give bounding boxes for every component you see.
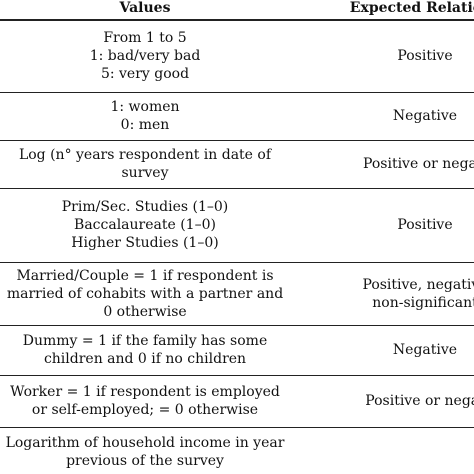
- cell-line: survey: [121, 165, 169, 181]
- cell-line: Baccalaureate (1–0): [74, 217, 216, 233]
- cell-line: Positive, negative: [362, 276, 474, 293]
- relation-cell: Negative: [290, 325, 474, 376]
- cell-line: Dummy = 1 if the family has some: [22, 333, 268, 349]
- relation-cell: Positive or negati: [290, 140, 474, 189]
- values-cell: Prim/Sec. Studies (1–0) Baccalaureate (1–…: [0, 188, 290, 263]
- values-cell: From 1 to 5 1: bad/very bad 5: very good: [0, 20, 290, 93]
- cell-line: 1: bad/very bad: [89, 48, 201, 65]
- column-header: Expected Relations: [290, 0, 474, 21]
- cell-line: Positive or negat: [365, 393, 474, 409]
- cell-line: 1: women: [110, 99, 180, 115]
- table-row: Dummy = 1 if the family has some children…: [0, 325, 474, 376]
- table-row: From 1 to 5 1: bad/very bad 5: very good Po…: [0, 20, 474, 93]
- cell-line: Logarithm of household income in year: [5, 435, 285, 451]
- relation-cell: [290, 427, 474, 474]
- cell-line: Married/Couple = 1 if respondent is: [16, 267, 274, 284]
- relation-cell: Negative: [290, 92, 474, 141]
- table-row: Logarithm of household income in year pre…: [0, 427, 474, 474]
- table-row: Log (n° years respondent in date of surve…: [0, 140, 474, 189]
- column-header: Values: [0, 0, 290, 21]
- relation-cell: Positive, negativenon-significant: [290, 262, 474, 326]
- cell-line: Prim/Sec. Studies (1–0): [61, 199, 229, 215]
- relation-cell: Positive: [290, 188, 474, 263]
- values-cell: Married/Couple = 1 if respondent is marri…: [0, 262, 290, 326]
- cell-line: Negative: [392, 342, 458, 358]
- table-row: Prim/Sec. Studies (1–0) Baccalaureate (1–…: [0, 188, 474, 263]
- values-cell: Worker = 1 if respondent is employed or s…: [0, 375, 290, 428]
- cell-line: Negative: [392, 108, 458, 124]
- values-cell: Log (n° years respondent in date of surve…: [0, 140, 290, 189]
- relation-cell: Positive: [290, 20, 474, 93]
- table-row: Worker = 1 if respondent is employed or s…: [0, 375, 474, 428]
- values-cell: 1: women 0: men: [0, 92, 290, 141]
- relation-cell: Positive or negat: [290, 375, 474, 428]
- cell-line: previous of the survey: [66, 453, 224, 469]
- cell-line: or self-employed; = 0 otherwise: [31, 402, 259, 418]
- cell-line: 0: men: [120, 117, 170, 133]
- table-row: Married/Couple = 1 if respondent is marri…: [0, 262, 474, 326]
- cell-line: married of cohabits with a partner and: [6, 285, 284, 302]
- cell-line: Positive: [397, 48, 453, 65]
- cell-line: Positive: [397, 217, 453, 233]
- cell-line: Log (n° years respondent in date of: [18, 147, 272, 163]
- table-row: 1: women 0: men Negative: [0, 92, 474, 141]
- cell-line: From 1 to 5: [103, 30, 187, 47]
- cell-line: non-significant: [372, 294, 474, 311]
- cell-line: Worker = 1 if respondent is employed: [10, 384, 280, 400]
- values-cell: Dummy = 1 if the family has some children…: [0, 325, 290, 376]
- cell-line: 0 otherwise: [103, 303, 187, 320]
- cell-line: children and 0 if no children: [43, 351, 247, 367]
- cell-line: Higher Studies (1–0): [71, 235, 219, 251]
- values-cell: Logarithm of household income in year pre…: [0, 427, 290, 474]
- cell-line: Positive or negati: [363, 156, 474, 172]
- cell-line: 5: very good: [100, 66, 190, 83]
